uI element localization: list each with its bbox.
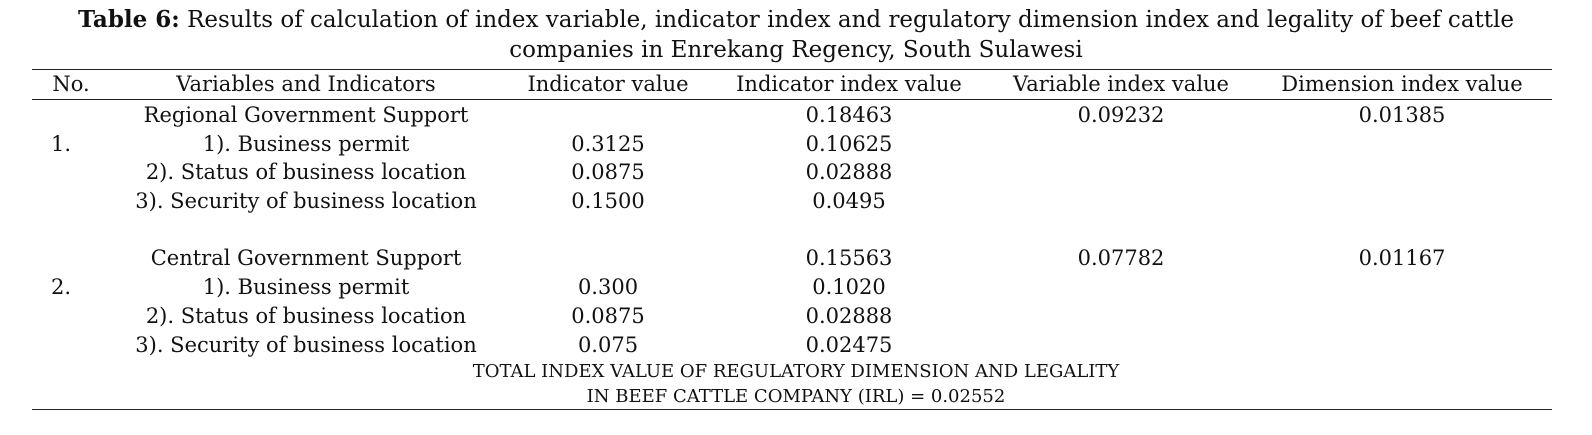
group-dimension-index: 0.01385 (1358, 103, 1446, 127)
group-number: 2. (50, 275, 72, 299)
caption-line-2: companies in Enrekang Regency, South Sul… (509, 37, 1083, 63)
group-dimension-index: 0.01167 (1358, 246, 1446, 270)
indicator-name: 2). Status of business location (145, 160, 467, 184)
group-number: 1. (50, 132, 72, 156)
indicator-name: 2). Status of business location (145, 304, 467, 328)
group-title: Regional Government Support (143, 103, 469, 127)
group-variable-index: 0.07782 (1077, 246, 1165, 270)
table-caption: Table 6: Results of calculation of index… (20, 5, 1572, 65)
indicator-index-value: 0.02475 (805, 333, 893, 357)
indicator-index-value: 0.1020 (812, 275, 886, 299)
header-no: No. (52, 72, 90, 96)
indicator-name: 1). Business permit (202, 275, 410, 299)
total-line-2: IN BEEF CATTLE COMPANY (IRL) = 0.02552 (586, 386, 1006, 407)
caption-line-1: Table 6: Results of calculation of index… (20, 5, 1572, 35)
table-header-rule (32, 99, 1552, 100)
group-indicator-index: 0.15563 (805, 246, 893, 270)
indicator-name: 3). Security of business location (135, 189, 477, 213)
group-title: Central Government Support (150, 246, 462, 270)
indicator-value: 0.075 (577, 333, 639, 357)
group-variable-index: 0.09232 (1077, 103, 1165, 127)
indicator-index-value: 0.10625 (805, 132, 893, 156)
header-dimension-index: Dimension index value (1281, 72, 1523, 96)
header-indicator-value: Indicator value (527, 72, 689, 96)
indicator-index-value: 0.02888 (805, 160, 893, 184)
header-indicator-index: Indicator index value (736, 72, 962, 96)
table-top-rule (32, 69, 1552, 70)
table-bottom-rule (32, 409, 1552, 410)
group-indicator-index: 0.18463 (805, 103, 893, 127)
header-variable-index: Variable index value (1013, 72, 1229, 96)
indicator-value: 0.3125 (571, 132, 645, 156)
caption-label: Table 6: (78, 6, 180, 33)
indicator-value: 0.0875 (571, 304, 645, 328)
indicator-index-value: 0.02888 (805, 304, 893, 328)
total-line-1: TOTAL INDEX VALUE OF REGULATORY DIMENSIO… (472, 361, 1120, 382)
header-variables: Variables and Indicators (176, 72, 436, 96)
indicator-name: 1). Business permit (202, 132, 410, 156)
indicator-name: 3). Security of business location (135, 333, 477, 357)
caption-text-1: Results of calculation of index variable… (187, 7, 1514, 33)
indicator-index-value: 0.0495 (812, 189, 886, 213)
indicator-value: 0.300 (577, 275, 639, 299)
indicator-value: 0.0875 (571, 160, 645, 184)
indicator-value: 0.1500 (571, 189, 645, 213)
